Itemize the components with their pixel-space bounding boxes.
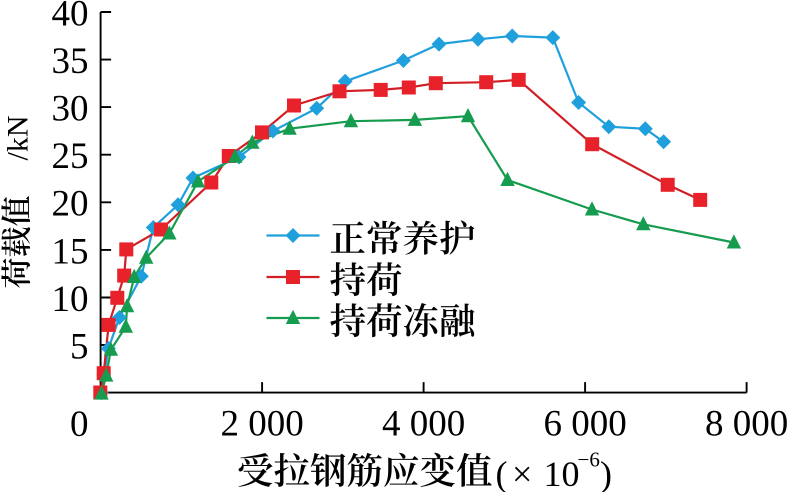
svg-text:15: 15 bbox=[52, 231, 89, 272]
svg-text:/kN: /kN bbox=[2, 116, 35, 161]
svg-text:5: 5 bbox=[70, 326, 89, 367]
svg-text:−6: −6 bbox=[578, 448, 600, 472]
svg-text:10: 10 bbox=[544, 454, 580, 492]
svg-text:2 000: 2 000 bbox=[220, 404, 303, 445]
svg-text:×: × bbox=[512, 454, 532, 492]
svg-text:40: 40 bbox=[52, 0, 89, 34]
svg-text:4 000: 4 000 bbox=[382, 404, 465, 445]
svg-text:10: 10 bbox=[52, 279, 89, 320]
svg-text:(: ( bbox=[496, 454, 508, 492]
svg-text:25: 25 bbox=[52, 136, 89, 177]
svg-text:30: 30 bbox=[52, 89, 89, 130]
svg-text:0: 0 bbox=[70, 404, 89, 445]
svg-text:6 000: 6 000 bbox=[543, 404, 626, 445]
svg-text:): ) bbox=[600, 454, 612, 492]
svg-text:20: 20 bbox=[52, 184, 89, 225]
svg-text:8 000: 8 000 bbox=[705, 404, 788, 445]
svg-text:35: 35 bbox=[52, 41, 89, 82]
